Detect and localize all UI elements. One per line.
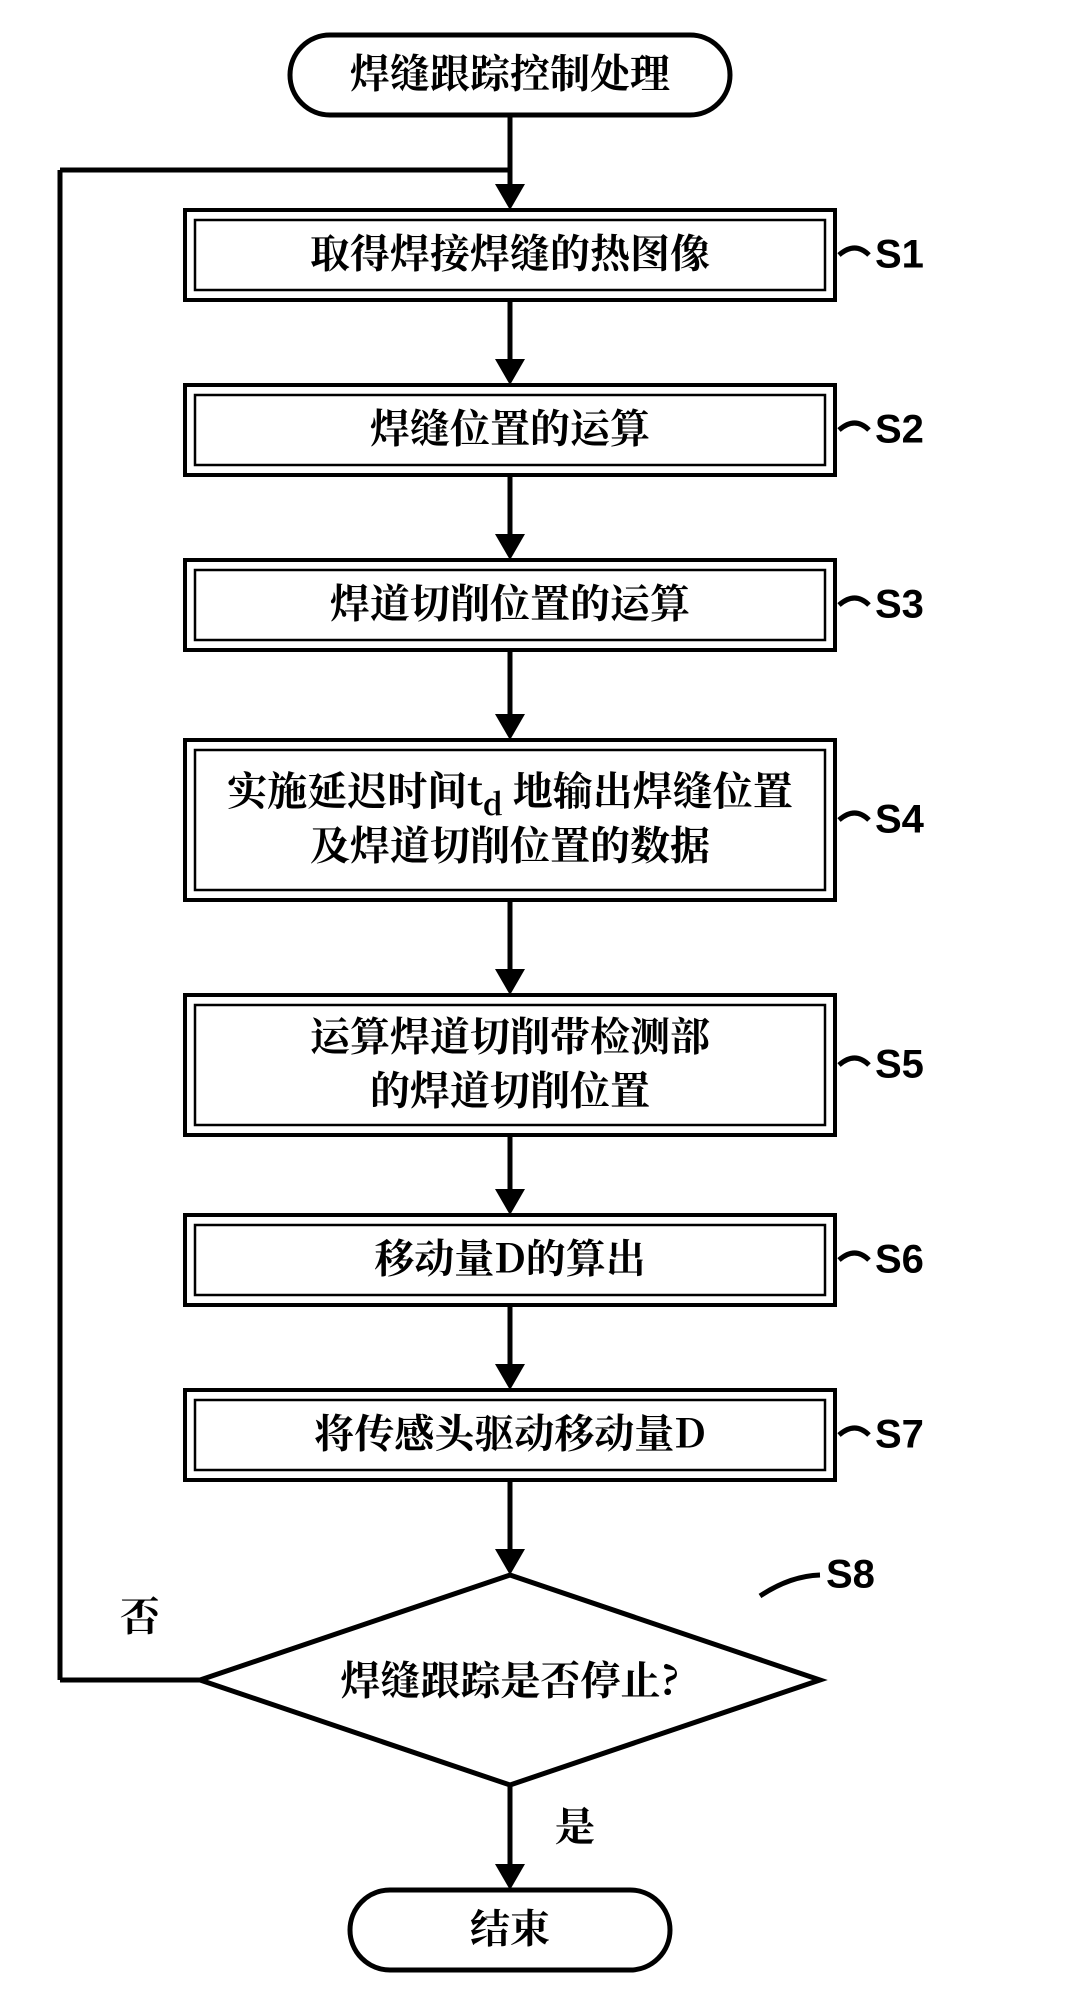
svg-text:移动量D的算出: 移动量D的算出 — [374, 1227, 646, 1284]
svg-text:焊缝跟踪是否停止?: 焊缝跟踪是否停止? — [340, 1649, 680, 1706]
svg-text:及焊道切削位置的数据: 及焊道切削位置的数据 — [310, 814, 710, 871]
svg-text:S3: S3 — [875, 583, 924, 627]
svg-text:否: 否 — [120, 1585, 160, 1642]
svg-text:的焊道切削位置: 的焊道切削位置 — [370, 1059, 650, 1116]
svg-text:结束: 结束 — [470, 1897, 550, 1954]
svg-text:S7: S7 — [875, 1413, 924, 1457]
svg-text:运算焊道切削带检测部: 运算焊道切削带检测部 — [310, 1005, 710, 1062]
svg-text:焊缝跟踪控制处理: 焊缝跟踪控制处理 — [349, 42, 670, 99]
svg-text:取得焊接焊缝的热图像: 取得焊接焊缝的热图像 — [310, 222, 710, 279]
svg-text:是: 是 — [555, 1795, 595, 1852]
svg-text:S4: S4 — [875, 798, 925, 842]
svg-text:焊缝位置的运算: 焊缝位置的运算 — [369, 397, 650, 454]
svg-text:将传感头驱动移动量D: 将传感头驱动移动量D — [314, 1402, 706, 1459]
svg-text:S6: S6 — [875, 1238, 924, 1282]
svg-text:焊道切削位置的运算: 焊道切削位置的运算 — [329, 572, 690, 629]
svg-text:S5: S5 — [875, 1043, 924, 1087]
svg-text:S8: S8 — [826, 1553, 875, 1597]
svg-text:S1: S1 — [875, 233, 924, 277]
svg-text:S2: S2 — [875, 408, 924, 452]
